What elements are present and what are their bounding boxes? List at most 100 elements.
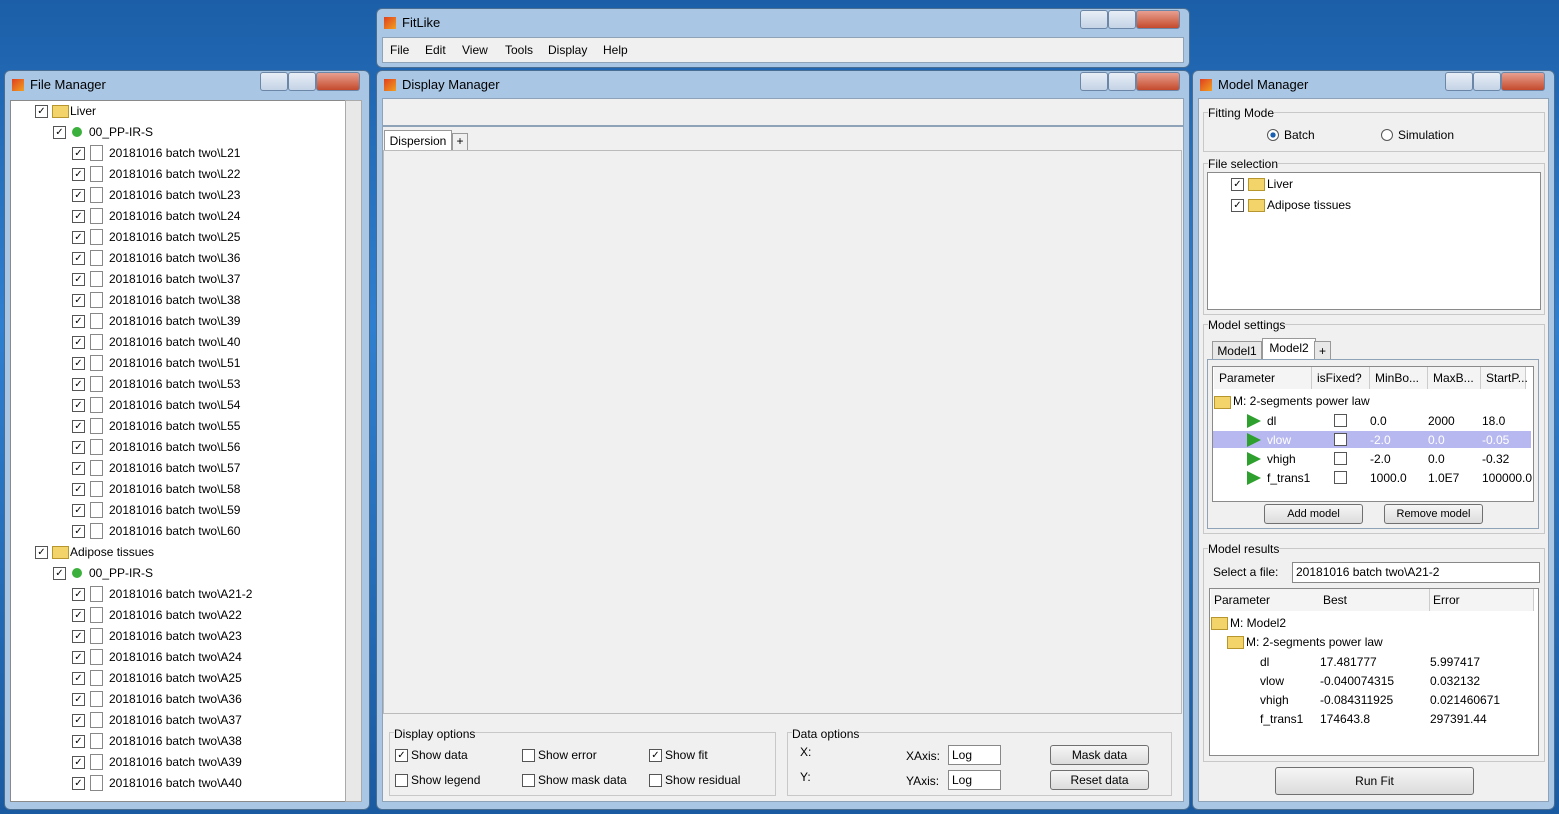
option-label[interactable]: Show data: [411, 748, 468, 762]
option-label[interactable]: Show fit: [665, 748, 708, 762]
file-label[interactable]: 20181016 batch two\L24: [109, 209, 241, 223]
group-label[interactable]: Liver: [70, 104, 97, 118]
file-label[interactable]: 20181016 batch two\L57: [109, 461, 241, 475]
param-value[interactable]: -0.05: [1482, 433, 1510, 447]
file-label[interactable]: 20181016 batch two\A38: [109, 734, 242, 748]
checkbox[interactable]: [72, 588, 85, 601]
model-label[interactable]: M: Model2: [1230, 616, 1287, 630]
checkbox[interactable]: [72, 168, 85, 181]
param-value[interactable]: 2000: [1428, 414, 1455, 428]
checkbox[interactable]: [72, 462, 85, 475]
file-label[interactable]: 20181016 batch two\A24: [109, 650, 242, 664]
checkbox[interactable]: [72, 609, 85, 622]
checkbox[interactable]: [72, 231, 85, 244]
file-label[interactable]: 20181016 batch two\L58: [109, 482, 241, 496]
radio[interactable]: [1381, 129, 1393, 141]
param-value[interactable]: 1.0E7: [1428, 471, 1460, 485]
file-label[interactable]: 20181016 batch two\L51: [109, 356, 241, 370]
checkbox[interactable]: [72, 378, 85, 391]
param-name[interactable]: dl: [1267, 414, 1277, 428]
param-value[interactable]: -2.0: [1370, 433, 1391, 447]
checkbox[interactable]: [72, 504, 85, 517]
radio[interactable]: [1267, 129, 1279, 141]
checkbox[interactable]: [649, 774, 662, 787]
button[interactable]: Reset data: [1050, 770, 1149, 790]
checkbox[interactable]: [1334, 414, 1347, 427]
file-label[interactable]: 20181016 batch two\A37: [109, 713, 242, 727]
file-label[interactable]: 20181016 batch two\L25: [109, 230, 241, 244]
minimize-button[interactable]: [1080, 10, 1108, 29]
maximize-button[interactable]: [1108, 72, 1136, 91]
menu-item[interactable]: View: [462, 43, 488, 57]
button[interactable]: Run Fit: [1275, 767, 1474, 795]
file-label[interactable]: 20181016 batch two\A21-2: [109, 587, 253, 601]
param-name[interactable]: vlow: [1267, 433, 1292, 447]
checkbox[interactable]: [72, 483, 85, 496]
param-value[interactable]: -0.32: [1482, 452, 1510, 466]
file-label[interactable]: 20181016 batch two\L38: [109, 293, 241, 307]
checkbox[interactable]: [72, 630, 85, 643]
checkbox[interactable]: [72, 189, 85, 202]
file-label[interactable]: 20181016 batch two\L53: [109, 377, 241, 391]
dataset-label[interactable]: 00_PP-IR-S: [89, 125, 154, 139]
param-value[interactable]: 100000.0: [1482, 471, 1533, 485]
option-label[interactable]: Show error: [538, 748, 597, 762]
file-label[interactable]: 20181016 batch two\L22: [109, 167, 241, 181]
checkbox[interactable]: [72, 420, 85, 433]
minimize-button[interactable]: [1080, 72, 1108, 91]
checkbox[interactable]: [395, 749, 408, 762]
file-label[interactable]: 20181016 batch two\L37: [109, 272, 241, 286]
checkbox[interactable]: [72, 357, 85, 370]
param-name[interactable]: vhigh: [1267, 452, 1296, 466]
file-label[interactable]: 20181016 batch two\L59: [109, 503, 241, 517]
param-value[interactable]: -2.0: [1370, 452, 1391, 466]
checkbox[interactable]: [72, 693, 85, 706]
checkbox[interactable]: [1334, 471, 1347, 484]
minimize-button[interactable]: [1445, 72, 1473, 91]
file-label[interactable]: 20181016 batch two\L23: [109, 188, 241, 202]
file-label[interactable]: 20181016 batch two\L56: [109, 440, 241, 454]
file-label[interactable]: 20181016 batch two\A39: [109, 755, 242, 769]
file-label[interactable]: 20181016 batch two\L40: [109, 335, 241, 349]
param-value[interactable]: 0.0: [1428, 433, 1445, 447]
tree-label[interactable]: Liver: [1267, 177, 1294, 191]
dropdown[interactable]: 20181016 batch two\A21-2: [1292, 562, 1540, 583]
checkbox[interactable]: [1334, 452, 1347, 465]
radio-label[interactable]: Simulation: [1398, 128, 1455, 142]
group-label[interactable]: Adipose tissues: [70, 545, 155, 559]
checkbox[interactable]: [72, 336, 85, 349]
menu-item[interactable]: Display: [548, 43, 588, 57]
param-value[interactable]: 0.0: [1370, 414, 1387, 428]
file-label[interactable]: 20181016 batch two\L54: [109, 398, 241, 412]
checkbox[interactable]: [72, 399, 85, 412]
maximize-button[interactable]: [1108, 10, 1136, 29]
tab[interactable]: Model1: [1212, 341, 1262, 361]
menu-item[interactable]: Edit: [425, 43, 446, 57]
file-label[interactable]: 20181016 batch two\A23: [109, 629, 242, 643]
file-label[interactable]: 20181016 batch two\A22: [109, 608, 242, 622]
radio-label[interactable]: Batch: [1284, 128, 1315, 142]
checkbox[interactable]: [72, 735, 85, 748]
checkbox[interactable]: [72, 441, 85, 454]
checkbox[interactable]: [395, 774, 408, 787]
button[interactable]: Remove model: [1384, 504, 1483, 524]
file-label[interactable]: 20181016 batch two\L21: [109, 146, 241, 160]
close-button[interactable]: [316, 72, 360, 91]
checkbox[interactable]: [1231, 199, 1244, 212]
minimize-button[interactable]: [260, 72, 288, 91]
checkbox[interactable]: [649, 749, 662, 762]
option-label[interactable]: Show residual: [665, 773, 741, 787]
option-label[interactable]: Show legend: [411, 773, 481, 787]
file-label[interactable]: 20181016 batch two\L55: [109, 419, 241, 433]
checkbox[interactable]: [522, 749, 535, 762]
checkbox[interactable]: [72, 714, 85, 727]
checkbox[interactable]: [522, 774, 535, 787]
checkbox[interactable]: [72, 756, 85, 769]
file-label[interactable]: 20181016 batch two\A36: [109, 692, 242, 706]
param-value[interactable]: 18.0: [1482, 414, 1506, 428]
file-label[interactable]: 20181016 batch two\A25: [109, 671, 242, 685]
checkbox[interactable]: [72, 252, 85, 265]
checkbox[interactable]: [72, 651, 85, 664]
checkbox[interactable]: [72, 672, 85, 685]
maximize-button[interactable]: [288, 72, 316, 91]
